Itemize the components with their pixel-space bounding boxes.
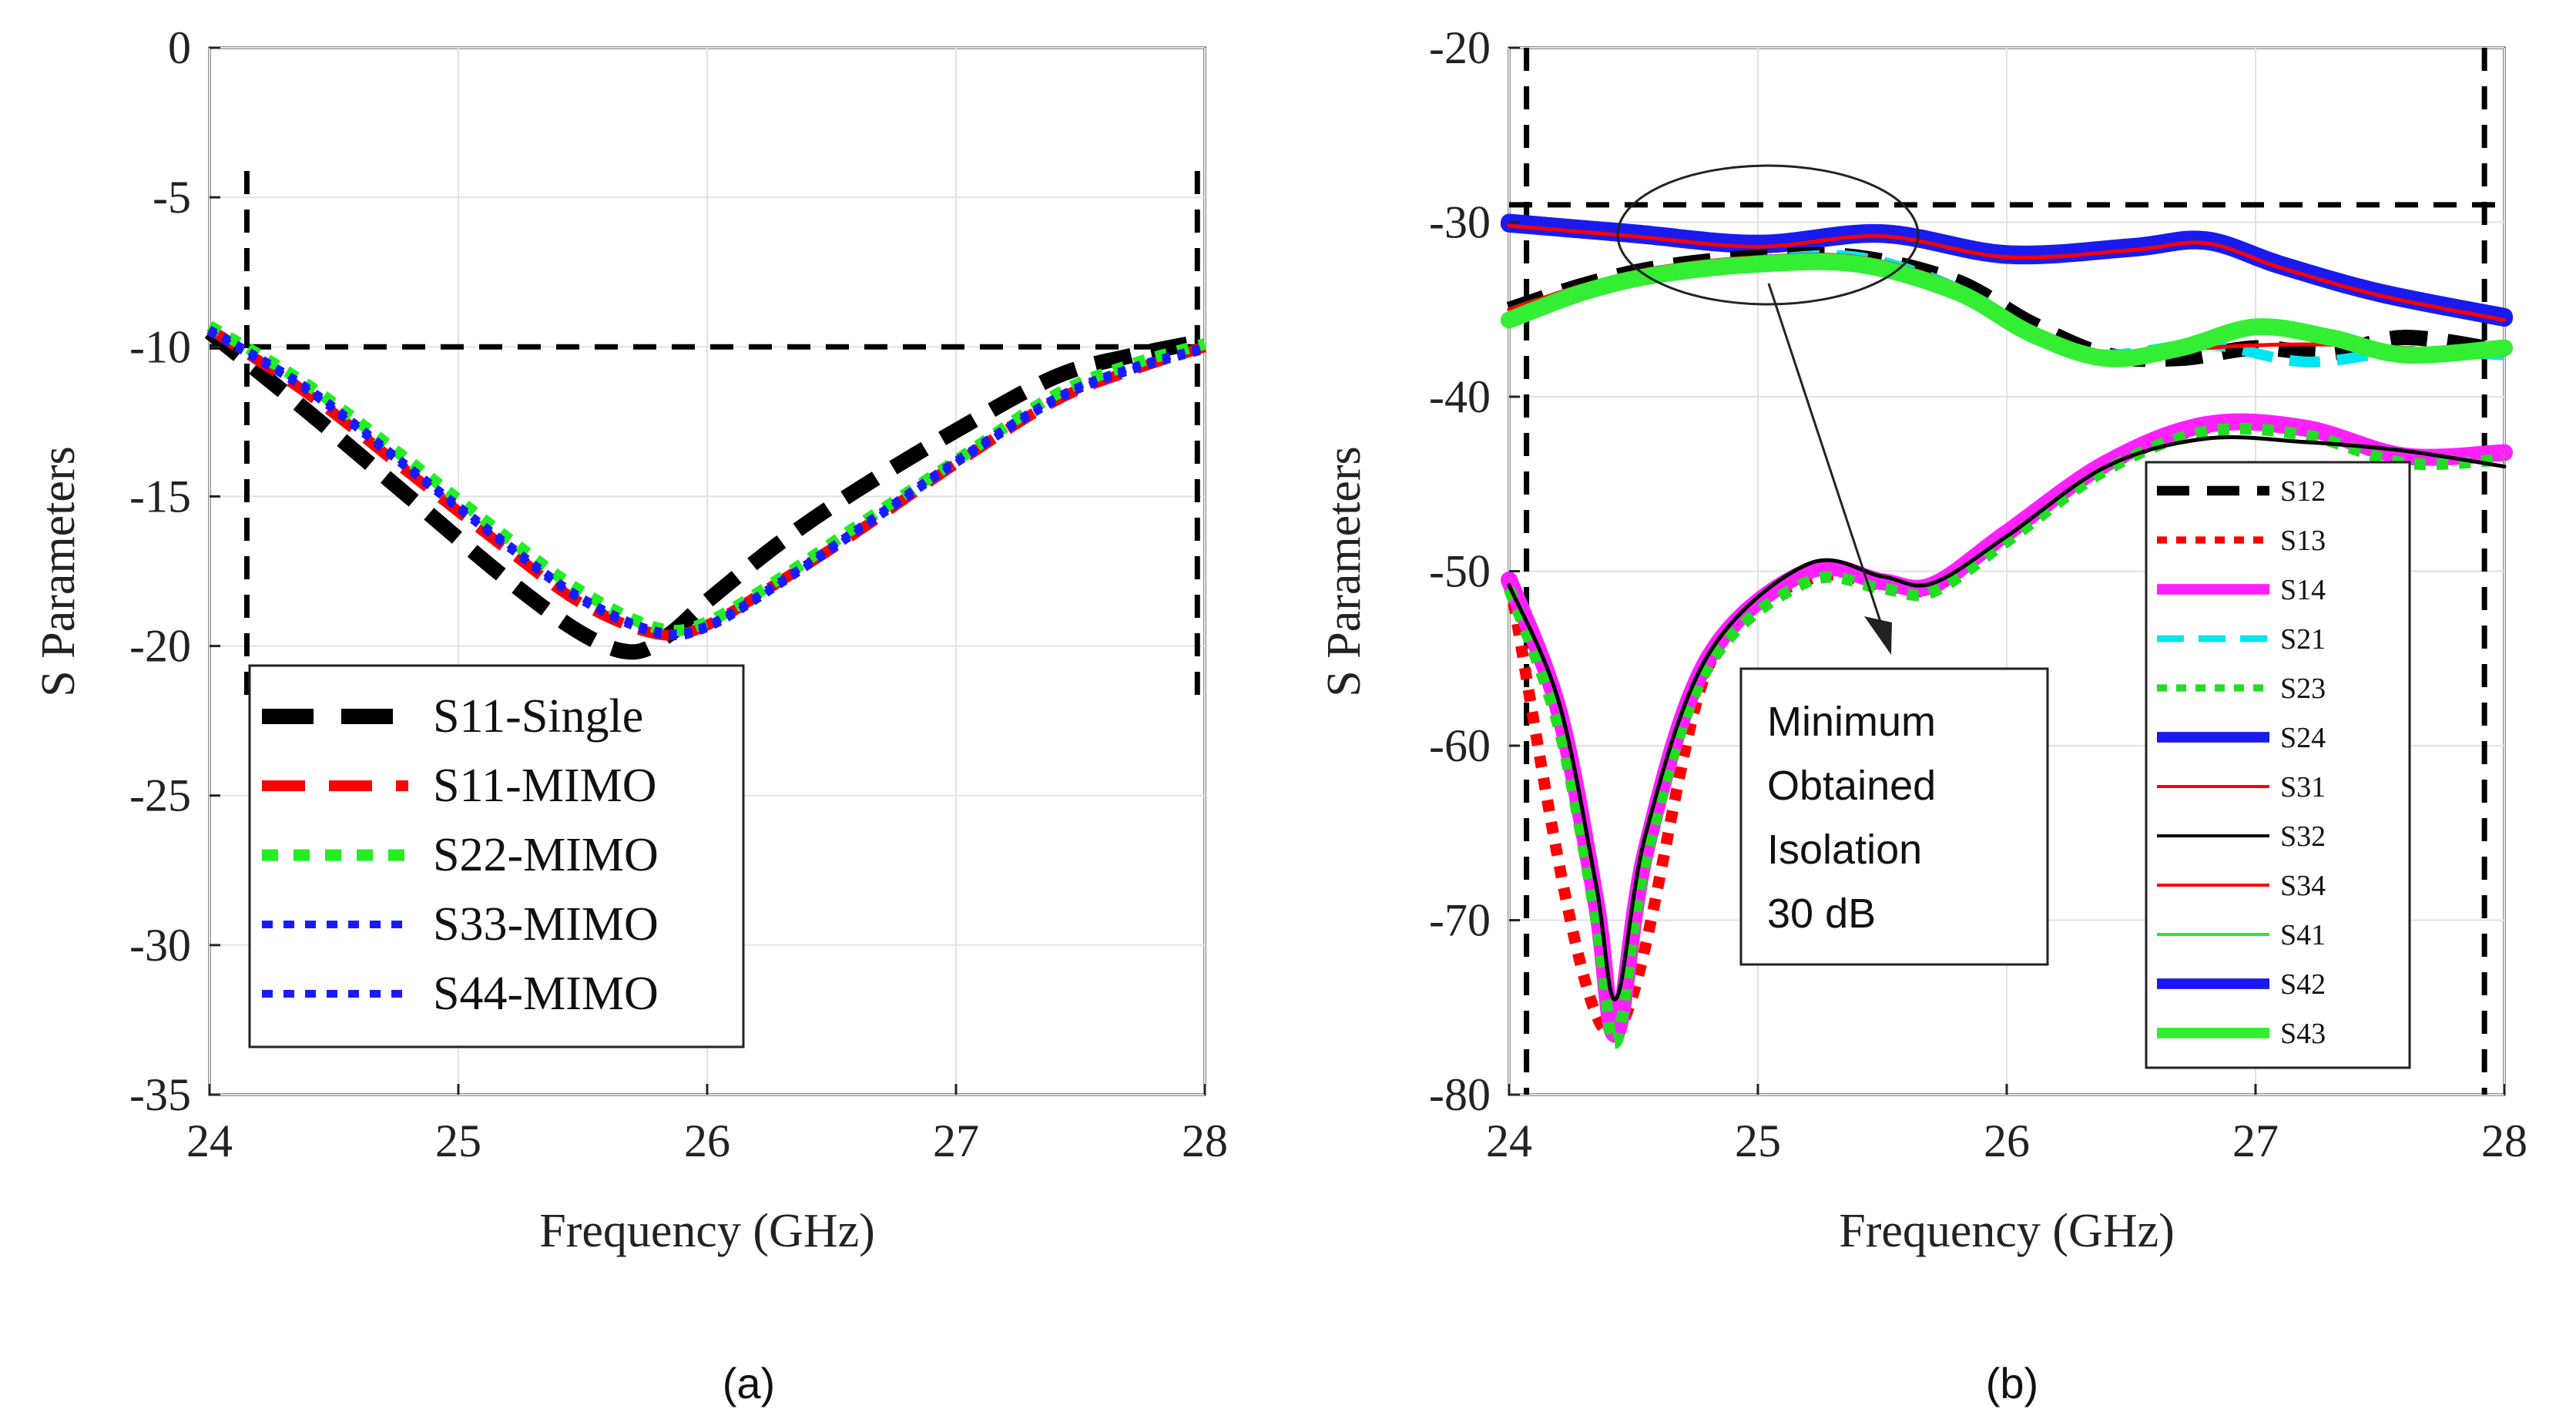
y-axis-label-b: S Parameters xyxy=(1318,446,1370,696)
legend-label: S31 xyxy=(2280,771,2326,803)
y-tick-label: -50 xyxy=(1429,546,1491,597)
y-tick-label: -60 xyxy=(1429,720,1491,771)
series-group-b xyxy=(1501,213,2513,1049)
series-line-s44-mimo xyxy=(207,328,1206,641)
x-tick-label: 24 xyxy=(1486,1115,1532,1166)
x-tick-label: 26 xyxy=(684,1115,730,1166)
panel-a: 24 25 26 27 28 0 -5 -10 -15 -20 -25 -30 -35 Frequen… xyxy=(32,22,1228,1407)
grid-a xyxy=(209,47,1206,1095)
series-line-s14 xyxy=(1501,413,2513,1043)
series-line-s32 xyxy=(1507,434,2507,1001)
y-ticks-a: 0 -5 -10 -15 -20 -25 -30 -35 xyxy=(129,22,220,1120)
y-tick-label: -5 xyxy=(153,172,191,223)
x-ticks-b: 24 25 26 27 28 xyxy=(1486,1084,2527,1166)
y-tick-label: -70 xyxy=(1429,895,1491,946)
x-tick-label: 28 xyxy=(2481,1115,2527,1166)
legend-a: S11-Single S11-MIMO S22-MIMO S33-MIMO S44-MI… xyxy=(248,664,745,1048)
series-line-s12 xyxy=(1506,247,2506,367)
caption-a: (a) xyxy=(723,1359,775,1407)
annotation-line-1: Minimum xyxy=(1767,699,1936,745)
x-axis-label-b: Frequency (GHz) xyxy=(1839,1205,2175,1257)
y-tick-label: -20 xyxy=(1429,22,1491,73)
x-tick-label: 25 xyxy=(435,1115,481,1166)
legend-label: S42 xyxy=(2280,968,2326,1001)
x-tick-label: 26 xyxy=(1984,1115,2030,1166)
y-tick-label: -80 xyxy=(1429,1069,1491,1120)
y-tick-label: -35 xyxy=(129,1069,191,1120)
legend-box-b xyxy=(2145,461,2411,1069)
legend-label: S43 xyxy=(2280,1018,2326,1050)
legend-label: S24 xyxy=(2280,722,2326,754)
y-tick-label: -25 xyxy=(129,770,191,821)
legend-label: S21 xyxy=(2280,623,2326,656)
y-tick-label: -40 xyxy=(1429,371,1491,422)
annotation-line-3: Isolation xyxy=(1767,827,1922,873)
legend-label: S32 xyxy=(2280,820,2326,853)
legend-label: S11-MIMO xyxy=(433,760,657,812)
y-axis-label-a: S Parameters xyxy=(32,446,85,696)
x-tick-label: 24 xyxy=(186,1115,233,1166)
y-tick-label: -10 xyxy=(129,321,191,372)
reference-lines-a xyxy=(210,171,1205,710)
legend-label: S13 xyxy=(2280,525,2326,557)
x-tick-label: 27 xyxy=(2232,1115,2279,1166)
y-tick-label: -15 xyxy=(129,471,191,522)
legend-label: S44-MIMO xyxy=(433,968,659,1020)
series-line-s23 xyxy=(1503,423,2505,1049)
series-line-s11-single xyxy=(204,326,1206,660)
y-tick-label: 0 xyxy=(168,22,191,73)
annotation-b: Minimum Obtained Isolation 30 dB xyxy=(1616,164,2049,966)
legend-label: S14 xyxy=(2280,574,2326,606)
panel-b: 24 25 26 27 28 -20 -30 -40 -50 -60 -70 -80 Frequen… xyxy=(1318,22,2527,1407)
series-line-s43 xyxy=(1501,253,2513,367)
annotation-arrow xyxy=(1767,283,1887,636)
x-tick-label: 25 xyxy=(1735,1115,1781,1166)
annotation-line-4: 30 dB xyxy=(1767,891,1876,937)
x-tick-label: 27 xyxy=(933,1115,979,1166)
annotation-line-2: Obtained xyxy=(1767,763,1936,809)
series-group-a xyxy=(204,320,1207,660)
legend-label: S33-MIMO xyxy=(433,898,659,951)
caption-b: (b) xyxy=(1986,1359,2038,1407)
annotation-ellipse xyxy=(1616,164,1920,306)
legend-label: S41 xyxy=(2280,919,2326,951)
y-tick-label: -20 xyxy=(129,621,191,672)
x-axis-label-a: Frequency (GHz) xyxy=(539,1205,875,1257)
x-ticks-a: 24 25 26 27 28 xyxy=(186,1084,1228,1166)
legend-label: S12 xyxy=(2280,475,2326,508)
x-tick-label: 28 xyxy=(1182,1115,1228,1166)
y-tick-label: -30 xyxy=(129,920,191,971)
legend-label: S34 xyxy=(2280,870,2326,902)
arrowhead-icon xyxy=(1864,616,1892,655)
y-tick-label: -30 xyxy=(1429,197,1491,248)
legend-label: S11-Single xyxy=(433,690,643,743)
y-ticks-b: -20 -30 -40 -50 -60 -70 -80 xyxy=(1429,22,1520,1120)
legend-label: S23 xyxy=(2280,673,2326,705)
legend-label: S22-MIMO xyxy=(433,829,659,881)
annotation-box xyxy=(1739,667,2049,966)
series-line-s31 xyxy=(1507,223,2507,322)
legend-b: S12 S13 S14 S21 S23 S24 S31 S32 S34 S41 S42 S43 xyxy=(2145,461,2411,1069)
